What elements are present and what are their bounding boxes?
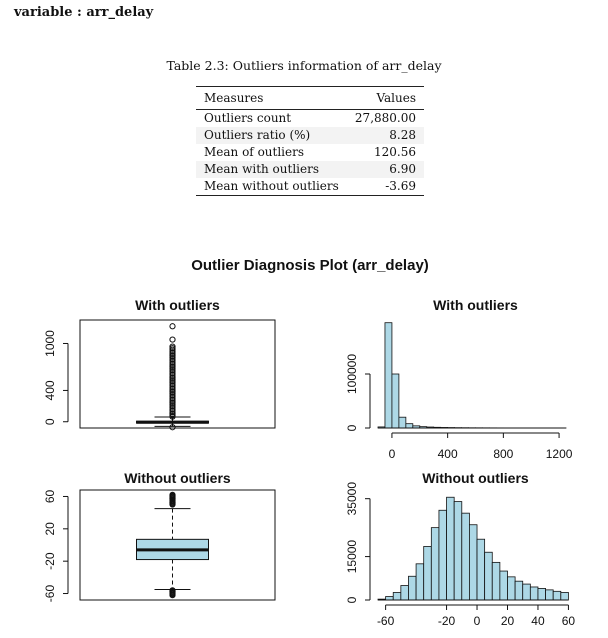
- x-tick-label: -20: [438, 614, 456, 628]
- histogram-bar: [415, 563, 425, 601]
- y-tick-label: 0: [345, 424, 359, 431]
- histogram-bar: [552, 590, 562, 601]
- chart-panel-3: Without outliers -60 -20 20 60: [43, 470, 276, 603]
- measure-cell: Mean without outliers: [196, 178, 347, 196]
- table-row: Mean without outliers -3.69: [196, 178, 424, 196]
- histogram-bar: [392, 592, 402, 601]
- histogram-bar: [529, 586, 539, 601]
- y-tick-label: 1000: [43, 330, 57, 357]
- y-tick-label: 60: [43, 489, 57, 503]
- table-row: Outliers count 27,880.00: [196, 110, 424, 128]
- histogram-bar: [405, 423, 414, 429]
- histogram-bar: [469, 524, 478, 601]
- histogram-bar: [423, 546, 432, 601]
- table-row: Mean with outliers 6.90: [196, 161, 424, 178]
- histogram-bar: [507, 576, 516, 601]
- chart-title: Without outliers: [124, 470, 231, 486]
- histogram-bar: [391, 373, 400, 429]
- chart-panel-4: Without outliers 0 15000 35000 -60 -20 0 20 40 60: [345, 470, 575, 628]
- histogram-bar: [491, 561, 501, 601]
- x-tick-label: 800: [493, 447, 513, 461]
- x-tick-label: -60: [377, 614, 395, 628]
- histogram-bar: [476, 538, 486, 601]
- value-cell: 6.90: [346, 161, 424, 178]
- y-tick-label: 0: [345, 596, 359, 603]
- outlier-point: [169, 501, 176, 508]
- measure-cell: Mean with outliers: [196, 161, 347, 178]
- outlier-point: [169, 336, 176, 343]
- histogram-bar: [499, 570, 508, 601]
- x-tick-label: 40: [531, 614, 545, 628]
- chart-panel-1: With outliers 0 400 1000: [43, 297, 276, 431]
- y-tick-label: 400: [43, 380, 57, 400]
- chart-panel-2: With outliers 0 100000 0 400 800 1200: [345, 297, 573, 461]
- figure-title: Outlier Diagnosis Plot (arr_delay): [191, 257, 429, 274]
- outlier-point: [169, 424, 176, 431]
- value-cell: -3.69: [346, 178, 424, 196]
- column-header-measures: Measures: [196, 86, 347, 110]
- histogram-bar: [514, 580, 524, 601]
- histogram-bar: [430, 527, 440, 601]
- table-row: Mean of outliers 120.56: [196, 144, 424, 161]
- plot-frame: [79, 319, 276, 429]
- value-cell: 27,880.00: [354, 111, 416, 125]
- table-caption: Table 2.3: Outliers information of arr_d…: [166, 58, 442, 73]
- histogram-bar: [537, 588, 546, 601]
- chart-title: With outliers: [433, 297, 518, 313]
- chart-title: Without outliers: [422, 470, 529, 486]
- measure-cell: Outliers count: [204, 111, 292, 125]
- measure-cell: Outliers ratio (%): [196, 127, 347, 144]
- x-tick-label: 0: [474, 614, 481, 628]
- x-tick-label: 60: [562, 614, 576, 628]
- outliers-table: Measures Values Outliers count 27,880.00…: [196, 86, 424, 196]
- outlier-point: [169, 323, 176, 330]
- table-header-row: Measures Values: [196, 86, 424, 110]
- value-cell: 8.28: [346, 127, 424, 144]
- y-tick-label: -20: [43, 552, 57, 570]
- histogram-bar: [384, 322, 393, 429]
- x-tick-label: 0: [389, 447, 396, 461]
- histogram-bar: [545, 589, 554, 601]
- histogram-bar: [438, 509, 447, 601]
- y-tick-label: 100000: [345, 354, 359, 394]
- histogram-bar: [385, 596, 394, 601]
- y-tick-label: 35000: [345, 482, 359, 516]
- x-tick-label: 20: [501, 614, 515, 628]
- histogram-bar: [453, 501, 463, 601]
- y-tick-label: 0: [43, 418, 57, 425]
- histogram-bar: [522, 583, 531, 601]
- histogram-bar: [398, 416, 407, 429]
- x-tick-label: 1200: [546, 447, 573, 461]
- histogram-bar: [560, 592, 569, 601]
- column-header-values: Values: [346, 86, 424, 110]
- y-tick-label: 20: [43, 522, 57, 536]
- y-tick-label: -60: [43, 585, 57, 603]
- histogram-bar: [461, 512, 470, 601]
- histogram-bar: [484, 551, 493, 601]
- value-cell: 120.56: [374, 145, 416, 159]
- histogram-bar: [408, 575, 417, 601]
- y-tick-label: 15000: [345, 540, 359, 574]
- x-tick-label: 400: [438, 447, 458, 461]
- plot-frame: [79, 489, 276, 601]
- measure-cell: Mean of outliers: [204, 145, 305, 159]
- outlier-point: [169, 592, 176, 599]
- chart-title: With outliers: [135, 297, 220, 313]
- outlier-point: [169, 413, 176, 420]
- table-row: Outliers ratio (%) 8.28: [196, 127, 424, 144]
- variable-header: variable : arr_delay: [14, 5, 154, 20]
- histogram-bar: [446, 496, 455, 601]
- histogram-bar: [400, 585, 409, 601]
